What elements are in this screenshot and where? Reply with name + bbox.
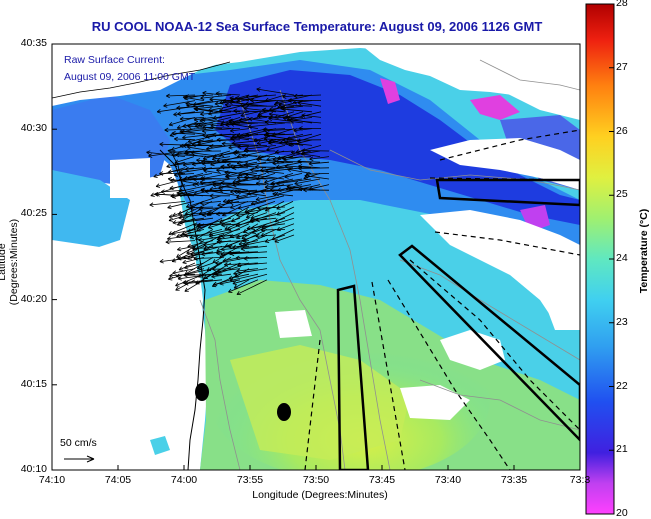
legend-line-2: August 09, 2006 11:00 GMT bbox=[64, 71, 195, 83]
colorbar-label: Temperature (°C) bbox=[638, 181, 650, 321]
x-tick-label: 73:3 bbox=[560, 474, 600, 486]
x-tick-label: 73:45 bbox=[362, 474, 402, 486]
y-tick-label: 40:35 bbox=[7, 37, 47, 49]
x-axis-label: Longitude (Degrees:Minutes) bbox=[210, 489, 430, 501]
colorbar-tick-label: 25 bbox=[616, 188, 628, 200]
colorbar-tick-label: 23 bbox=[616, 316, 628, 328]
y-tick-label: 40:30 bbox=[7, 122, 47, 134]
x-tick-label: 74:10 bbox=[32, 474, 72, 486]
x-tick-label: 73:50 bbox=[296, 474, 336, 486]
x-tick-label: 73:35 bbox=[494, 474, 534, 486]
y-tick-label: 40:20 bbox=[7, 293, 47, 305]
current-vector-head bbox=[230, 208, 234, 209]
station-marker bbox=[277, 403, 291, 421]
colorbar-tick-label: 22 bbox=[616, 380, 628, 392]
colorbar-tick-label: 26 bbox=[616, 125, 628, 137]
station-marker bbox=[195, 383, 209, 401]
current-vector bbox=[202, 178, 239, 179]
colorbar-tick-label: 28 bbox=[616, 0, 628, 9]
colorbar-tick-label: 24 bbox=[616, 252, 628, 264]
sst-field bbox=[52, 44, 580, 480]
legend-line-1: Raw Surface Current: bbox=[64, 54, 165, 66]
map-title: RU COOL NOAA-12 Sea Surface Temperature:… bbox=[52, 19, 582, 34]
x-tick-label: 74:05 bbox=[98, 474, 138, 486]
current-vector-head bbox=[177, 225, 181, 226]
current-vector-head bbox=[252, 233, 256, 234]
x-tick-label: 73:55 bbox=[230, 474, 270, 486]
colorbar-tick-label: 27 bbox=[616, 61, 628, 73]
x-tick-label: 74:00 bbox=[164, 474, 204, 486]
scale-label: 50 cm/s bbox=[60, 437, 97, 449]
colorbar-tick-label: 20 bbox=[616, 507, 628, 519]
colorbar-tick-label: 21 bbox=[616, 443, 628, 455]
x-tick-label: 73:40 bbox=[428, 474, 468, 486]
y-tick-label: 40:15 bbox=[7, 378, 47, 390]
y-tick-label: 40:25 bbox=[7, 207, 47, 219]
current-vector bbox=[184, 235, 213, 236]
